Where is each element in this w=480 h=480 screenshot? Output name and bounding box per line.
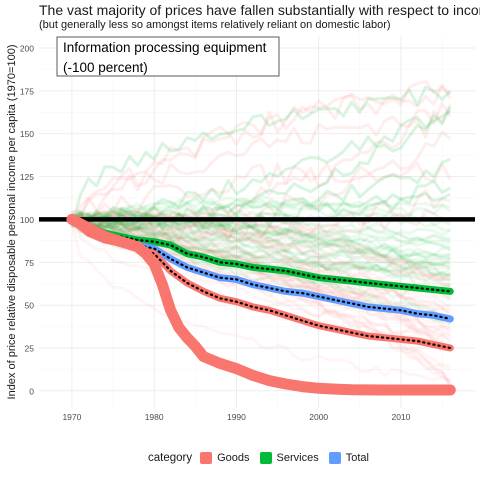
item-series-services [70, 106, 452, 231]
x-tick-label: 2010 [392, 412, 411, 422]
item-series-services [71, 215, 451, 249]
highlight-label-group: Information processing equipment (-100 p… [56, 36, 280, 77]
item-series-goods [71, 209, 452, 282]
legend: category Goods Services Total [148, 452, 379, 464]
y-tick-label: 150 [20, 129, 34, 139]
y-tick-label: 125 [20, 172, 34, 182]
item-series-services [71, 215, 451, 262]
item-series-services [70, 192, 452, 231]
series-line-information-processing-equipment [66, 213, 456, 396]
item-series-goods [70, 103, 452, 233]
y-tick-label: 175 [20, 86, 34, 96]
item-series-services [70, 214, 452, 279]
item-series-services [71, 194, 451, 227]
legend-key-total [328, 452, 341, 464]
item-series-goods [70, 215, 451, 337]
legend-label-goods: Goods [217, 452, 250, 464]
item-series-goods [70, 223, 451, 383]
item-series-services [71, 214, 451, 246]
legend-item-services: Services [259, 452, 319, 464]
item-series-services [71, 212, 451, 243]
legend-item-goods: Goods [200, 452, 250, 464]
item-series-services [71, 215, 451, 259]
item-series-goods [71, 101, 452, 220]
item-series-services [70, 199, 451, 222]
item-series-services [70, 214, 451, 287]
item-series-goods [70, 219, 451, 326]
item-series-goods [71, 221, 452, 350]
item-series-goods [70, 213, 452, 318]
item-series-services [71, 211, 451, 277]
highlight-label-line1: Information processing equipment [63, 40, 267, 55]
item-series-services [71, 217, 452, 238]
item-series-services [71, 197, 451, 232]
y-axis-label: Index of price relative disposable perso… [6, 45, 18, 400]
item-series-services [70, 109, 452, 221]
item-series-goods [71, 207, 451, 281]
item-series-goods [71, 215, 452, 301]
item-series-goods [71, 208, 451, 242]
chart-subtitle: (but generally less so amongst items rel… [39, 19, 391, 31]
item-series-services [71, 213, 452, 271]
legend-key-services [259, 452, 272, 464]
item-series-goods [70, 216, 452, 315]
y-tick-label: 75 [25, 258, 35, 268]
item-series-services [71, 216, 451, 271]
gridlines [39, 36, 475, 408]
item-series-goods [71, 218, 451, 282]
aggregate-series [66, 213, 456, 396]
legend-label-services: Services [276, 452, 319, 464]
item-series-services [71, 217, 451, 321]
y-tick-label: 50 [25, 301, 35, 311]
item-series-goods [70, 161, 452, 226]
x-tick-label: 2000 [309, 412, 328, 422]
item-series-goods [71, 79, 452, 219]
axis-labels: 0 25 50 75 100 125 150 175 200 1970 1980 1990 2000 20… [20, 44, 411, 423]
x-tick-label: 1980 [145, 412, 164, 422]
series-dots-goods [70, 218, 452, 350]
legend-key-goods [200, 452, 213, 464]
legend-item-total: Total [328, 452, 369, 464]
legend-title: category [148, 452, 193, 464]
x-tick-label: 1970 [62, 412, 81, 422]
item-series-goods [70, 188, 451, 240]
chart-title: The vast majority of prices have fallen … [39, 2, 480, 18]
y-tick-label: 200 [20, 44, 34, 54]
series-dots-services [70, 218, 452, 293]
item-series-goods [71, 218, 451, 270]
x-tick-label: 1990 [227, 412, 246, 422]
item-series-services [70, 214, 452, 325]
highlight-label-box [56, 36, 280, 77]
y-tick-label: 25 [25, 344, 35, 354]
y-tick-label: 100 [20, 215, 34, 225]
item-series-goods [71, 210, 452, 385]
item-series-goods [71, 203, 452, 287]
item-series-services [70, 157, 451, 229]
y-tick-label: 0 [29, 386, 34, 396]
item-series-services [71, 198, 452, 252]
item-series-services [70, 85, 452, 227]
item-series-goods [70, 213, 451, 330]
item-series-goods [70, 83, 452, 223]
item-series-services [71, 179, 452, 230]
item-series-services [71, 221, 451, 252]
item-series-services [71, 217, 451, 267]
item-series-services [71, 218, 451, 257]
highlight-label-line2: (-100 percent) [63, 60, 148, 75]
legend-label-total: Total [345, 452, 369, 464]
